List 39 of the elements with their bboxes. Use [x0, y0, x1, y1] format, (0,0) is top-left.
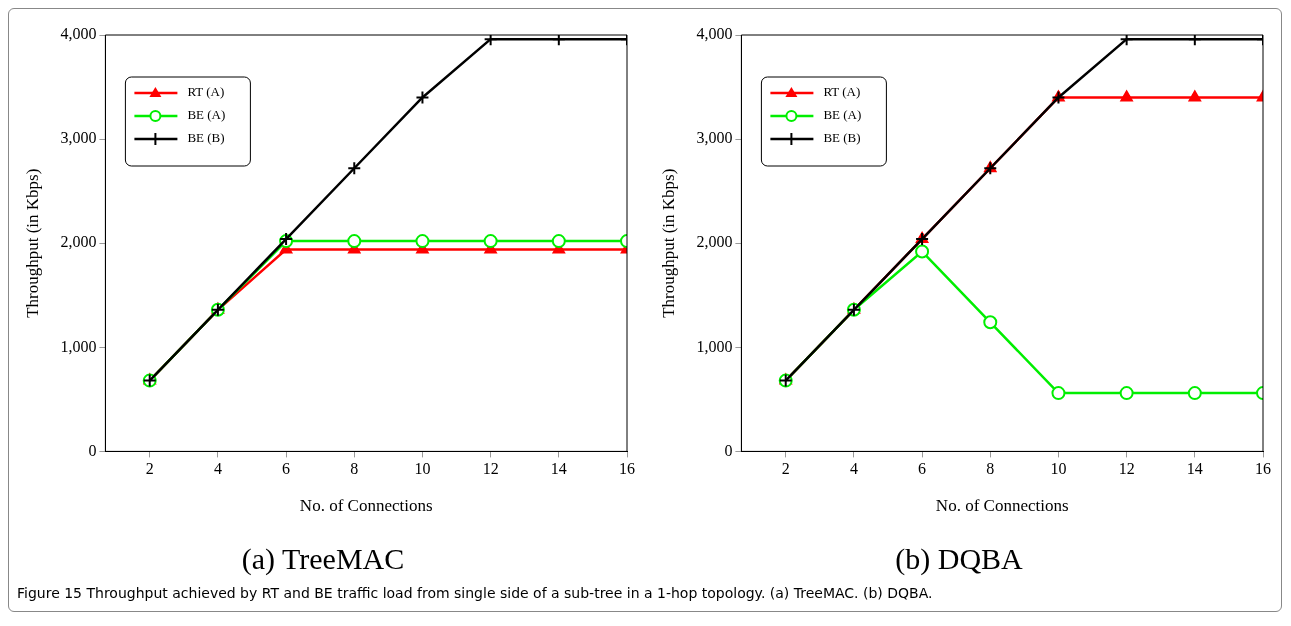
- y-tick-label: 2,000: [696, 233, 733, 251]
- y-tick-label: 2,000: [60, 233, 97, 251]
- x-tick-label: 12: [1118, 460, 1135, 478]
- legend-label: RT (A): [823, 84, 861, 100]
- x-axis-title: No. of Connections: [299, 496, 433, 516]
- y-axis-title: Throughput (in Kbps): [658, 168, 678, 318]
- x-tick-label: 10: [1050, 460, 1067, 478]
- text: (b) DQBA: [895, 541, 1024, 576]
- x-tick-label: 4: [849, 460, 858, 478]
- y-tick-label: 1,000: [696, 337, 733, 355]
- x-tick-label: 8: [350, 460, 359, 478]
- x-tick-label: 8: [986, 460, 995, 478]
- y-axis-title: Throughput (in Kbps): [22, 168, 42, 318]
- x-tick-label: 14: [1186, 460, 1203, 478]
- y-tick-label: 0: [724, 441, 733, 459]
- y-tick-label: 1,000: [60, 337, 97, 355]
- x-tick-label: 4: [213, 460, 222, 478]
- legend-label: BE (A): [187, 107, 226, 123]
- legend-label: BE (A): [823, 107, 862, 123]
- x-tick-label: 6: [282, 460, 291, 478]
- x-tick-label: 6: [918, 460, 927, 478]
- x-tick-label: 10: [414, 460, 431, 478]
- y-tick-label: 0: [88, 441, 97, 459]
- legend-label: RT (A): [187, 84, 225, 100]
- caption: Figure 15 Throughput achieved by RT and BE traffic load from single side of a sub-tree in a 1-hop topology. (a) TreeMAC. (b) DQBA.: [16, 584, 934, 603]
- y-tick-label: 3,000: [60, 129, 97, 147]
- legend-label: BE (B): [823, 130, 861, 146]
- y-tick-label: 3,000: [696, 129, 733, 147]
- x-tick-label: 12: [482, 460, 499, 478]
- x-tick-label: 2: [145, 460, 154, 478]
- x-tick-label: 2: [781, 460, 790, 478]
- x-tick-label: 14: [550, 460, 567, 478]
- legend-label: BE (B): [187, 130, 225, 146]
- x-tick-label: 16: [1255, 460, 1271, 478]
- y-tick-label: 4,000: [696, 25, 733, 43]
- y-tick-label: 4,000: [60, 25, 97, 43]
- x-axis-title: No. of Connections: [935, 496, 1069, 516]
- x-tick-label: 16: [619, 460, 635, 478]
- text: (a) TreeMAC: [241, 541, 405, 576]
